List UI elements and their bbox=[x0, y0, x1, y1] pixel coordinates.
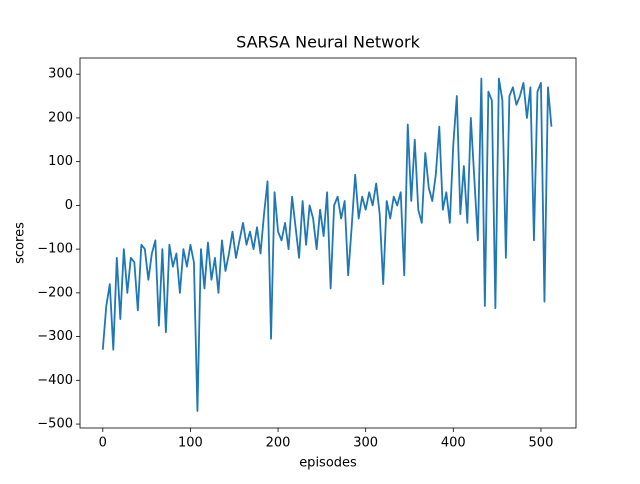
y-axis-label: scores bbox=[13, 222, 28, 264]
y-tick-label: −500 bbox=[37, 417, 73, 432]
y-tick-label: −400 bbox=[37, 373, 73, 388]
y-tick-label: 300 bbox=[48, 67, 73, 82]
x-axis-label: episodes bbox=[299, 456, 357, 471]
data-line bbox=[101, 77, 553, 412]
x-tick-label: 200 bbox=[266, 436, 291, 451]
x-tick-label: 500 bbox=[529, 436, 554, 451]
y-tick-label: 100 bbox=[48, 154, 73, 169]
plot-frame bbox=[79, 57, 577, 429]
y-tick-label: −100 bbox=[37, 242, 73, 257]
y-tick-label: −200 bbox=[37, 285, 73, 300]
x-tick-label: 100 bbox=[178, 436, 203, 451]
y-tick-label: −300 bbox=[37, 329, 73, 344]
chart-title: SARSA Neural Network bbox=[236, 33, 420, 52]
x-tick-label: 0 bbox=[99, 436, 107, 451]
y-tick-label: 200 bbox=[48, 110, 73, 125]
x-tick-label: 400 bbox=[441, 436, 466, 451]
x-tick-label: 300 bbox=[353, 436, 378, 451]
y-tick-label: 0 bbox=[65, 198, 73, 213]
